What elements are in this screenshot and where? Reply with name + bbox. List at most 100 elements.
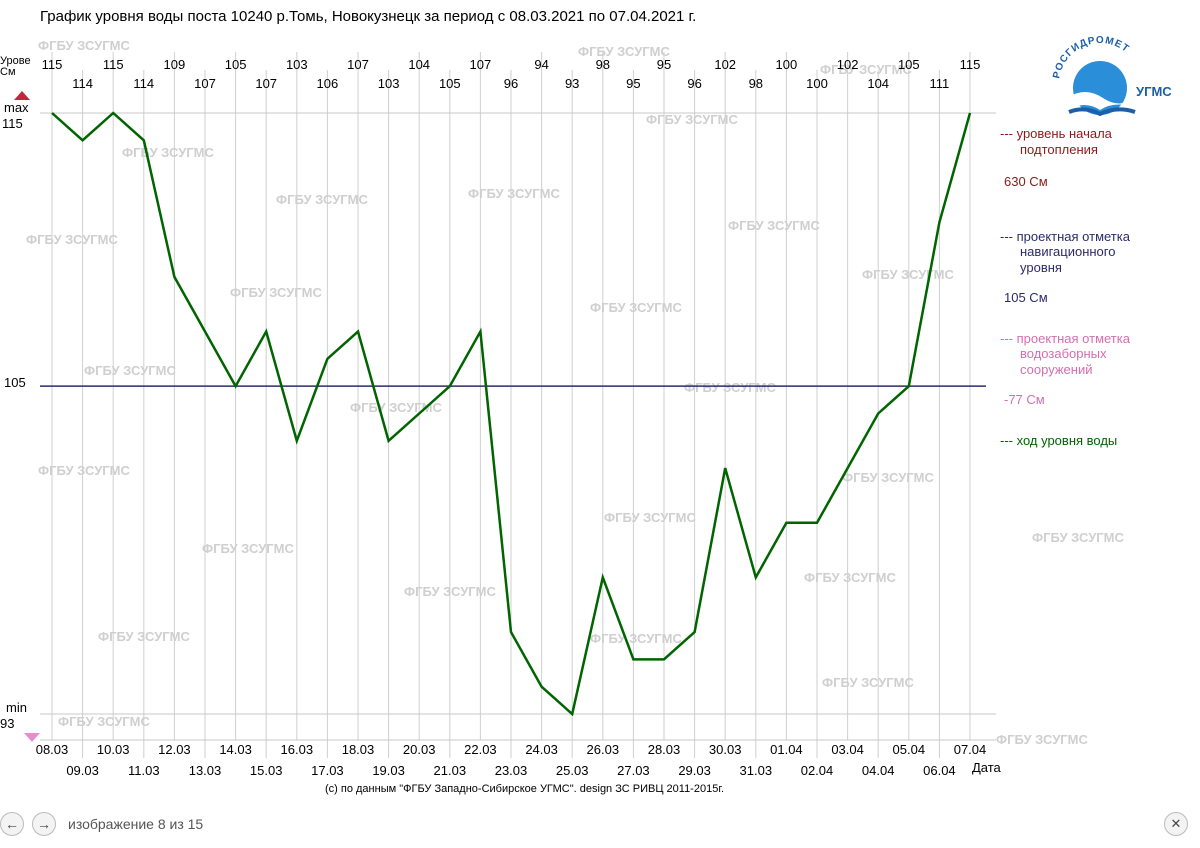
legend-nav-line1: --- проектная отметка bbox=[1000, 229, 1130, 244]
arrow-right-icon: → bbox=[37, 816, 51, 832]
legend-intake-line1: --- проектная отметка bbox=[1000, 331, 1130, 346]
data-label: 95 bbox=[657, 57, 671, 72]
x-tick-label: 19.03 bbox=[372, 763, 405, 778]
x-tick-label: 12.03 bbox=[158, 742, 191, 757]
prev-image-button[interactable]: ← bbox=[0, 812, 24, 836]
x-tick-label: 06.04 bbox=[923, 763, 956, 778]
x-tick-label: 11.03 bbox=[128, 763, 160, 778]
data-label: 107 bbox=[194, 76, 216, 91]
data-label: 105 bbox=[225, 57, 247, 72]
reference-value-label: 105 bbox=[4, 375, 26, 390]
data-label: 102 bbox=[714, 57, 736, 72]
watermark: ФГБУ ЗСУГМС bbox=[590, 300, 682, 315]
x-tick-label: 01.04 bbox=[770, 742, 803, 757]
watermark: ФГБУ ЗСУГМС bbox=[26, 232, 118, 247]
data-label: 107 bbox=[255, 76, 277, 91]
close-icon: ✕ bbox=[1170, 816, 1182, 831]
x-tick-label: 29.03 bbox=[678, 763, 711, 778]
x-tick-label: 13.03 bbox=[189, 763, 222, 778]
data-label: 115 bbox=[103, 57, 124, 72]
data-label: 111 bbox=[930, 76, 950, 91]
x-tick-label: 22.03 bbox=[464, 742, 497, 757]
data-label: 100 bbox=[806, 76, 828, 91]
x-tick-label: 07.04 bbox=[954, 742, 987, 757]
watermark: ФГБУ ЗСУГМС bbox=[590, 631, 682, 646]
legend-flood-line2: подтопления bbox=[1020, 142, 1098, 157]
max-label: max bbox=[4, 100, 29, 115]
credit-text: (c) по данным "ФГБУ Западно-Сибирское УГ… bbox=[325, 783, 725, 795]
x-tick-label: 14.03 bbox=[219, 742, 252, 757]
x-tick-label: 09.03 bbox=[66, 763, 99, 778]
data-label: 105 bbox=[439, 76, 461, 91]
water-level-chart: 115 08.03 114 09.03 115 10.03 114 11.03 109 12.03… bbox=[14, 52, 996, 778]
x-tick-label: 31.03 bbox=[740, 763, 773, 778]
watermark: ФГБУ ЗСУГМС bbox=[996, 732, 1088, 747]
watermark: ФГБУ ЗСУГМС bbox=[728, 218, 820, 233]
data-label: 106 bbox=[317, 76, 339, 91]
max-value: 115 bbox=[2, 116, 23, 131]
x-tick-label: 04.04 bbox=[862, 763, 895, 778]
x-tick-label: 03.04 bbox=[831, 742, 864, 757]
legend-intake-line2: водозаборных bbox=[1020, 346, 1107, 361]
watermark: ФГБУ ЗСУГМС bbox=[276, 192, 368, 207]
data-label: 96 bbox=[504, 76, 518, 91]
watermark: ФГБУ ЗСУГМС bbox=[84, 363, 176, 378]
data-label: 98 bbox=[596, 57, 610, 72]
x-tick-label: 18.03 bbox=[342, 742, 375, 757]
data-label: 114 bbox=[72, 76, 93, 91]
next-image-button[interactable]: → bbox=[32, 812, 56, 836]
data-label: 102 bbox=[837, 57, 859, 72]
legend-flood-line1: --- уровень начала bbox=[1000, 126, 1112, 141]
watermark: ФГБУ ЗСУГМС bbox=[1032, 530, 1124, 545]
x-tick-label: 08.03 bbox=[36, 742, 69, 757]
legend-intake-value: -77 См bbox=[1004, 392, 1045, 407]
arrow-left-icon: ← bbox=[5, 816, 19, 832]
y-axis-label: Урове См bbox=[0, 56, 31, 78]
chart-title: График уровня воды поста 10240 р.Томь, Н… bbox=[40, 8, 697, 25]
watermark: ФГБУ ЗСУГМС bbox=[38, 463, 130, 478]
x-axis-label: Дата bbox=[972, 760, 1001, 775]
image-counter: изображение 8 из 15 bbox=[68, 816, 204, 832]
legend-water-line: --- ход уровня воды bbox=[1000, 433, 1118, 448]
data-label: 103 bbox=[378, 76, 400, 91]
legend-flood-value: 630 См bbox=[1004, 174, 1048, 189]
data-label: 115 bbox=[42, 57, 63, 72]
legend-intake-line3: сооружений bbox=[1020, 362, 1093, 377]
data-label: 107 bbox=[470, 57, 492, 72]
watermark: ФГБУ ЗСУГМС bbox=[58, 714, 150, 729]
watermark: ФГБУ ЗСУГМС bbox=[202, 541, 294, 556]
water-level-series bbox=[51, 111, 972, 717]
data-label: 96 bbox=[687, 76, 701, 91]
y-axis-label-line2: См bbox=[0, 66, 16, 78]
data-label: 109 bbox=[164, 57, 186, 72]
x-tick-label: 02.04 bbox=[801, 763, 834, 778]
data-label: 107 bbox=[347, 57, 369, 72]
logo-emblem-icon: РОСГИДРОМЕТ bbox=[1051, 36, 1137, 116]
close-button[interactable]: ✕ bbox=[1164, 812, 1188, 836]
x-tick-label: 20.03 bbox=[403, 742, 436, 757]
legend-nav-value: 105 См bbox=[1004, 290, 1048, 305]
watermark: ФГБУ ЗСУГМС bbox=[604, 510, 696, 525]
x-tick-label: 25.03 bbox=[556, 763, 589, 778]
watermark: ФГБУ ЗСУГМС bbox=[684, 380, 776, 395]
logo-side-text: УГМС bbox=[1136, 84, 1172, 99]
data-label: 93 bbox=[565, 76, 579, 91]
min-label: min bbox=[6, 700, 27, 715]
watermark: ФГБУ ЗСУГМС bbox=[578, 44, 670, 59]
data-label: 105 bbox=[898, 57, 920, 72]
legend-nav-line2: навигационного bbox=[1020, 244, 1116, 259]
x-tick-label: 23.03 bbox=[495, 763, 528, 778]
min-value: 93 bbox=[0, 716, 15, 731]
viewer-footer: ← → изображение 8 из 15 ✕ bbox=[0, 802, 1200, 848]
watermark: ФГБУ ЗСУГМС bbox=[820, 62, 912, 77]
data-label: 103 bbox=[286, 57, 308, 72]
data-label: 98 bbox=[749, 76, 763, 91]
x-tick-label: 10.03 bbox=[97, 742, 130, 757]
x-tick-label: 24.03 bbox=[525, 742, 558, 757]
data-label: 115 bbox=[960, 57, 981, 72]
legend-nav-line3: уровня bbox=[1020, 260, 1062, 275]
data-label: 104 bbox=[408, 57, 430, 72]
watermark: ФГБУ ЗСУГМС bbox=[842, 470, 934, 485]
x-tick-label: 15.03 bbox=[250, 763, 283, 778]
